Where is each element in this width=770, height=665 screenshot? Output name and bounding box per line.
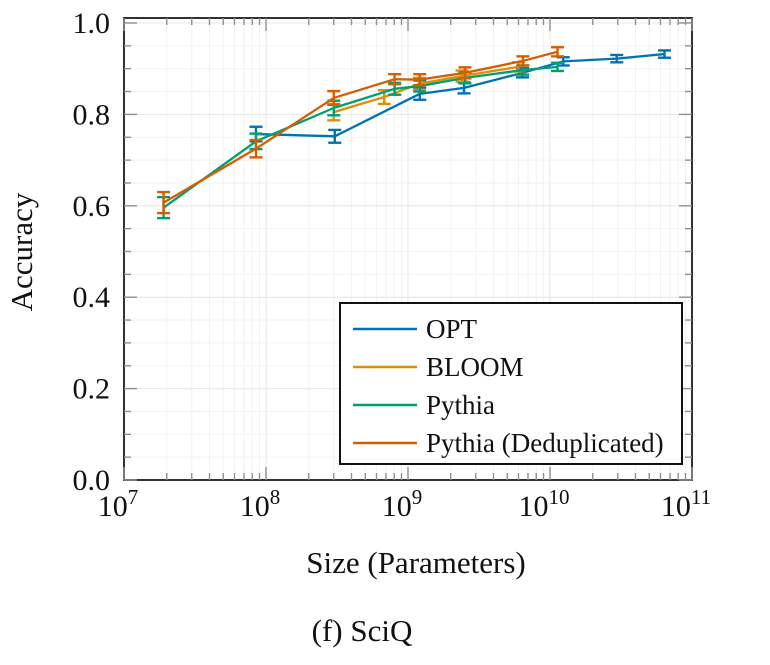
y-tick-label: 0.6: [73, 190, 111, 223]
legend-label-bloom: BLOOM: [426, 352, 524, 382]
error-bar: [551, 46, 565, 58]
y-tick-label: 0.2: [73, 373, 111, 406]
x-tick-label: 1010: [519, 485, 570, 523]
legend-label-opt: OPT: [426, 314, 478, 344]
x-tick-label: 1011: [661, 485, 711, 523]
legend-entry-pythia-dedup: Pythia (Deduplicated): [353, 428, 664, 458]
error-bar: [458, 66, 472, 80]
legend-entry-opt: OPT: [353, 314, 478, 344]
x-tick-label: 109: [382, 485, 423, 523]
x-tick-label: 107: [98, 485, 139, 523]
legend-entry-pythia: Pythia: [353, 390, 495, 420]
series-opt: [249, 49, 671, 144]
error-bar: [657, 49, 671, 59]
error-bar: [388, 72, 402, 86]
error-bar: [551, 61, 565, 73]
error-bar: [249, 138, 263, 159]
x-tick-label: 108: [240, 485, 281, 523]
legend-label-pythia-dedup: Pythia (Deduplicated): [426, 428, 664, 458]
series-pythia: [157, 61, 565, 220]
y-tick-label: 0.4: [73, 281, 111, 314]
axis-tick-labels: 0.0 0.2 0.4 0.6 0.8 1.0 107 108 109 1010 1011: [73, 7, 712, 523]
error-bar: [327, 89, 341, 107]
y-tick-label: 1.0: [73, 7, 111, 40]
error-bar: [516, 55, 530, 67]
axis-ticks: [123, 18, 693, 481]
legend: OPT BLOOM Pythia Pythia (Deduplicated): [339, 302, 683, 465]
y-tick-label: 0.8: [73, 98, 111, 131]
series-pythia-deduplicated: [157, 46, 565, 215]
legend-label-pythia: Pythia: [426, 390, 495, 420]
y-axis-title: Accuracy: [4, 192, 39, 311]
figure-caption: (f) SciQ: [312, 613, 413, 648]
error-bar: [413, 72, 427, 87]
y-tick-label: 0.0: [73, 464, 111, 497]
error-bar: [328, 128, 342, 144]
legend-entry-bloom: BLOOM: [353, 352, 524, 382]
error-bar: [610, 53, 624, 64]
x-axis-title: Size (Parameters): [306, 545, 525, 580]
error-bar: [157, 190, 171, 215]
data-series: [157, 46, 671, 220]
